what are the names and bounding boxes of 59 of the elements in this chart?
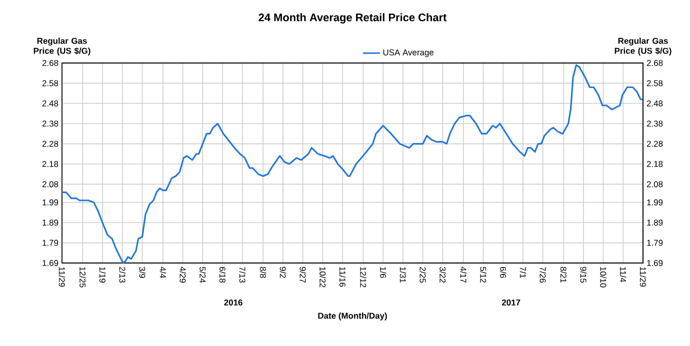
x-tick-label: 6/6: [500, 266, 506, 278]
x-tick-label: 1/19: [99, 267, 106, 283]
x-tick-label: 9/27: [300, 266, 306, 283]
x-tick-label: 4/17: [460, 266, 466, 283]
x-tick-label: 12/12: [360, 267, 366, 288]
y-axis-title: Regular Gas Price (US $/G): [34, 38, 90, 56]
x-tick-label: 5/12: [480, 266, 486, 283]
x-tick-label: 8/8: [260, 266, 266, 278]
x-tick-label: 1/31: [400, 267, 406, 283]
x-tick-label: 4/4: [160, 266, 166, 278]
x-axis-title: Date (Month/Day): [318, 312, 387, 320]
x-tick-label: 7/26: [540, 266, 546, 283]
text: 2017: [502, 300, 520, 306]
y-tick-label: 2.68: [42, 60, 58, 66]
x-tick-label: 11/29: [58, 267, 66, 287]
x-tick-label: 11/4: [620, 267, 626, 282]
y2-axis-title: Regular Gas Price (US $/G): [614, 38, 672, 56]
chart-title: 24 Month Average Retail Price Chart: [258, 13, 447, 24]
y2-tick-label: 1.89: [647, 220, 663, 226]
legend-label: USA Average: [383, 49, 434, 58]
x-tick-label: 2/13: [119, 266, 126, 283]
x-tick-label: 7/1: [520, 266, 526, 278]
y2-tick-label: 2.48: [646, 100, 663, 106]
y-tick-label: 2.58: [42, 80, 58, 86]
x-tick-label: 11/29: [640, 267, 646, 287]
y-tick-label: 1.99: [42, 199, 58, 206]
y2-tick-label: 2.38: [646, 120, 663, 127]
y-tick-label: 2.38: [42, 120, 58, 127]
x-tick-label: 9/15: [580, 266, 587, 283]
text: 2016: [224, 300, 242, 306]
y2-tick-label: 2.08: [646, 181, 663, 188]
x-tick-label: 12/25: [80, 267, 86, 288]
x-tick-label: 8/21: [560, 266, 567, 283]
x-tick-label: 10/10: [600, 267, 606, 288]
x-tick-label: 3/22: [440, 266, 446, 283]
y2-tick-label: 2.28: [646, 140, 663, 147]
x-tick-label: 2/25: [420, 266, 426, 283]
y2-tick-label: 1.79: [647, 240, 663, 246]
y-tick-label: 2.08: [42, 181, 58, 188]
y-tick-label: 2.48: [42, 100, 58, 106]
x-tick-label: 9/2: [280, 266, 286, 278]
y-tick-label: 2.18: [42, 161, 58, 168]
y2-tick-label: 2.58: [646, 80, 663, 86]
y2-tick-label: 1.69: [647, 260, 663, 266]
y-tick-label: 1.69: [42, 260, 58, 266]
y-tick-label: 1.89: [42, 220, 58, 226]
x-tick-label: 4/29: [180, 266, 186, 283]
y2-tick-label: 1.99: [647, 199, 663, 206]
x-tick-label: 6/18: [219, 266, 226, 283]
x-tick-label: 10/22: [320, 267, 326, 288]
x-tick-label: 1/6: [380, 267, 386, 278]
x-tick-label: 7/13: [239, 266, 246, 283]
x-tick-label: 3/9: [139, 266, 146, 278]
x-tick-label: 11/16: [339, 267, 346, 287]
y2-tick-label: 2.68: [646, 60, 663, 66]
y-tick-label: 1.79: [42, 240, 58, 246]
x-tick-label: 5/24: [200, 266, 206, 283]
y2-tick-label: 2.18: [646, 161, 663, 168]
y-tick-label: 2.28: [42, 140, 58, 147]
